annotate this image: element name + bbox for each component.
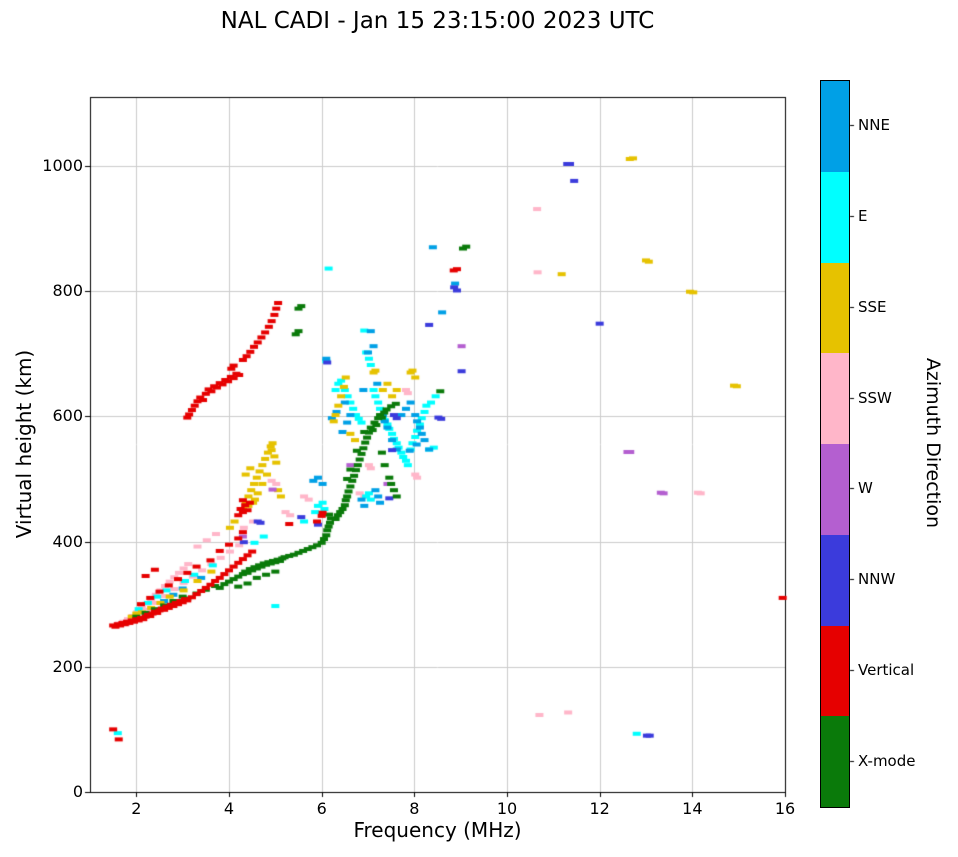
colorbar-segment-x-mode xyxy=(821,716,849,807)
colorbar-segment-ssw xyxy=(821,353,849,444)
colorbar-category-label: NNW xyxy=(858,570,896,589)
colorbar-category-label: NNE xyxy=(858,116,890,135)
x-axis-label: Frequency (MHz) xyxy=(353,818,522,842)
x-tick-label: 14 xyxy=(682,799,703,818)
x-tick-label: 6 xyxy=(316,799,327,818)
x-tick-label: 16 xyxy=(774,799,796,818)
x-tick-label: 12 xyxy=(589,799,610,818)
y-tick-label: 0 xyxy=(72,782,83,801)
azimuth-colorbar xyxy=(820,80,850,808)
x-tick-label: 10 xyxy=(496,799,518,818)
colorbar-segment-w xyxy=(821,444,849,535)
colorbar-segment-sse xyxy=(821,262,849,354)
colorbar-category-label: SSW xyxy=(858,388,892,407)
colorbar-category-label: E xyxy=(858,207,868,226)
colorbar-segment-nne xyxy=(821,81,849,172)
y-tick-label: 200 xyxy=(52,656,83,676)
colorbar-segment-nnw xyxy=(821,534,849,626)
colorbar-category-label: SSE xyxy=(858,297,887,316)
x-tick-label: 2 xyxy=(131,799,142,818)
y-tick-label: 1000 xyxy=(42,155,83,175)
colorbar-segment-vertical xyxy=(821,625,849,717)
colorbar-category-label: X-mode xyxy=(858,751,916,770)
y-tick-label: 600 xyxy=(52,406,83,426)
colorbar-category-label: Vertical xyxy=(858,660,915,679)
x-tick-label: 8 xyxy=(409,799,420,818)
chart-title: NAL CADI - Jan 15 23:15:00 2023 UTC xyxy=(220,8,655,34)
colorbar-label: Azimuth Direction xyxy=(922,357,944,529)
x-tick-label: 4 xyxy=(223,799,235,818)
colorbar-category-label: W xyxy=(858,479,873,498)
y-axis-label: Virtual height (km) xyxy=(12,349,36,539)
y-tick-label: 800 xyxy=(52,281,83,301)
colorbar-segment-e xyxy=(821,171,849,263)
y-tick-label: 400 xyxy=(52,531,83,551)
